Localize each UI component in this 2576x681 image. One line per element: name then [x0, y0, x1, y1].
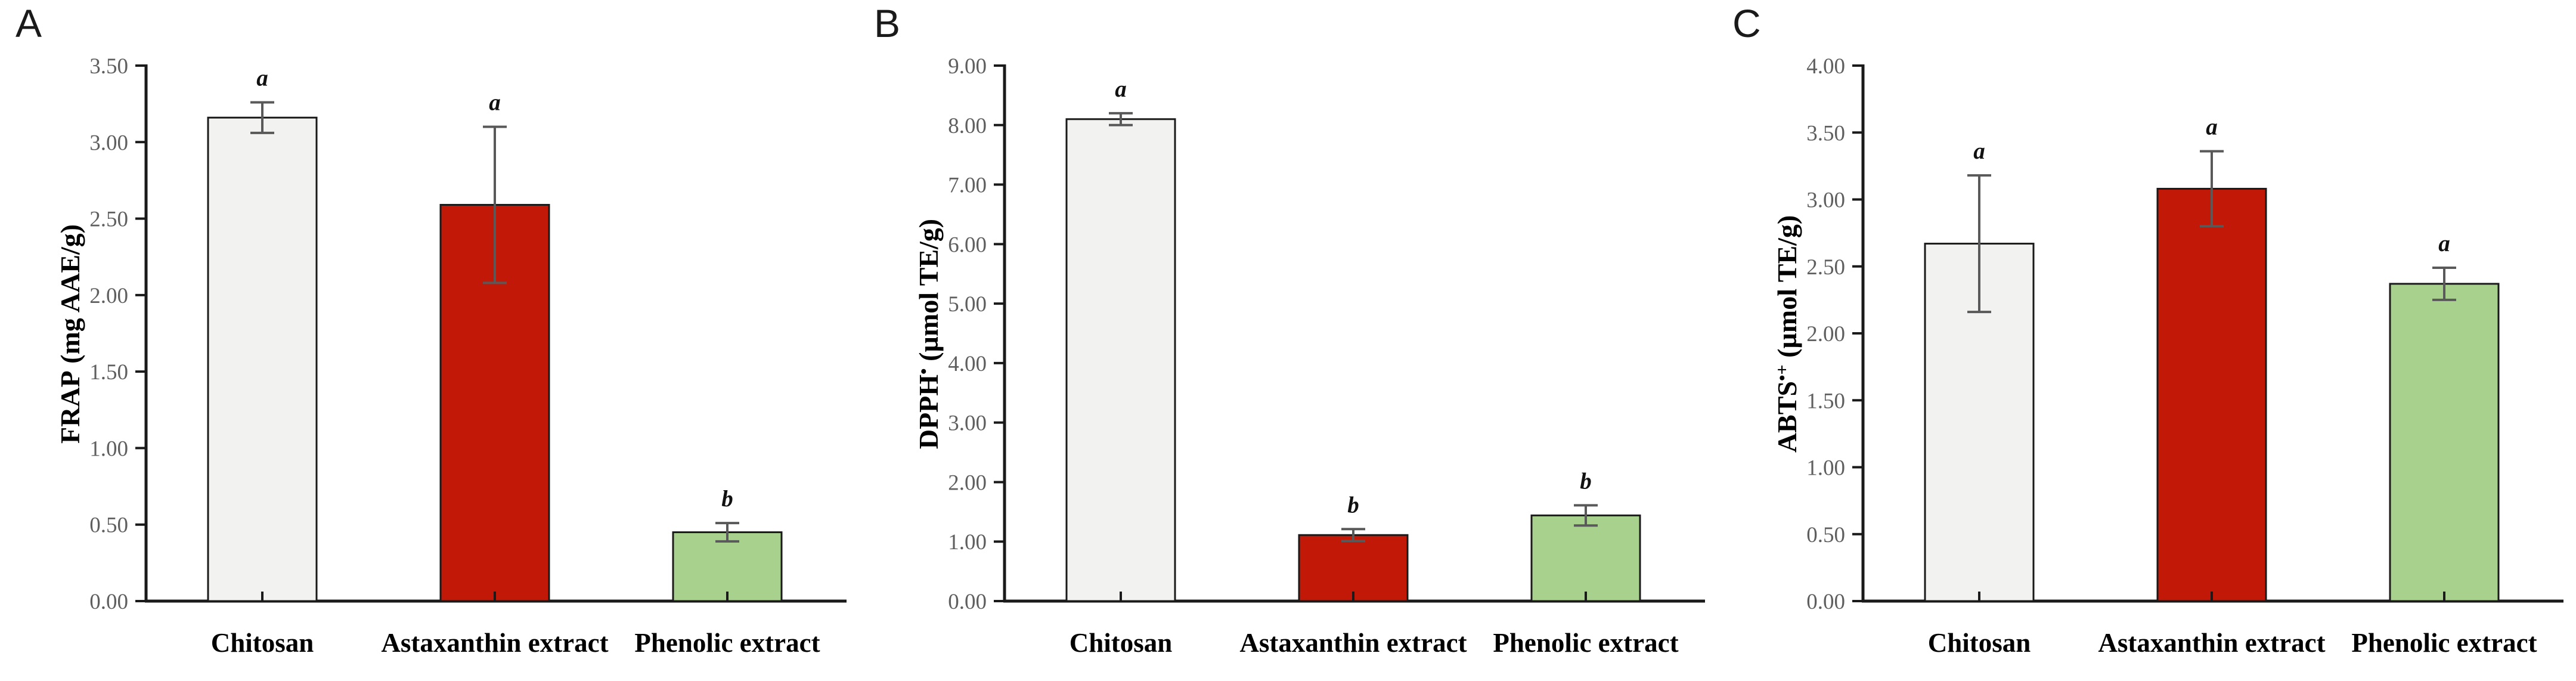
bar-plot: 0.00 0.50 1.00 1.50 2.00 2.50 3.00 3.50 4.00 a a a: [1806, 54, 2563, 614]
y-tick-label: 2.00: [89, 284, 128, 308]
y-tick-label: 1.50: [89, 360, 128, 385]
bar: [2156, 188, 2267, 602]
significance-letter: a: [2438, 231, 2450, 256]
chart-panel-dpph: B DPPH• (µmol TE/g) 0.00 1.00 2.00 3.00 4.00…: [858, 0, 1717, 681]
panel-letter: C: [1732, 1, 1761, 45]
y-tick-label: 9.00: [948, 54, 987, 79]
significance-letter: b: [721, 486, 733, 512]
significance-letter: b: [1580, 468, 1592, 494]
category-label: Phenolic extract: [1493, 628, 1679, 658]
y-tick-label: 2.00: [948, 470, 987, 495]
bar: [672, 531, 783, 602]
bar: [2389, 283, 2500, 602]
significance-letter: a: [489, 90, 501, 116]
y-tick-label: 0.00: [1806, 590, 1845, 614]
bar-plot: 0.00 0.50 1.00 1.50 2.00 2.50 3.00 3.50 a a b: [89, 54, 847, 614]
chart-panel-abts: C ABTS•+ (µmol TE/g) 0.00 0.50 1.00 1.50 2.0…: [1717, 0, 2575, 681]
y-tick-label: 1.50: [1806, 389, 1845, 413]
y-tick-label: 1.00: [89, 437, 128, 461]
category-label: Chitosan: [1927, 628, 2031, 658]
category-label: Astaxanthin extract: [1239, 628, 1467, 658]
y-tick-label: 2.00: [1806, 322, 1845, 346]
category-label: Astaxanthin extract: [381, 628, 609, 658]
significance-letter: a: [1115, 76, 1127, 102]
y-tick-label: 7.00: [948, 174, 987, 198]
category-label: Phenolic extract: [2351, 628, 2537, 658]
y-tick-label: 4.00: [1806, 54, 1845, 79]
bar-plot: 0.00 1.00 2.00 3.00 4.00 5.00 6.00 7.00 8.00 9.00…: [948, 54, 1705, 614]
significance-letter: a: [2206, 114, 2218, 140]
panel-letter: B: [874, 1, 901, 45]
y-tick-label: 2.50: [1806, 255, 1845, 280]
category-label: Chitosan: [210, 628, 314, 658]
significance-letter: b: [1347, 492, 1359, 518]
y-tick-label: 1.00: [948, 530, 987, 555]
significance-letter: a: [256, 66, 268, 91]
y-tick-label: 0.50: [89, 513, 128, 538]
y-tick-label: 3.00: [1806, 188, 1845, 213]
significance-letter: a: [1973, 138, 1985, 164]
y-tick-label: 3.50: [89, 54, 128, 79]
y-tick-label: 2.50: [89, 208, 128, 232]
chart-panel-frap: A FRAP (mg AAE/g) 0.00 0.50 1.00 1.50 2.00 2.…: [0, 0, 858, 681]
bar: [1065, 118, 1176, 602]
y-tick-label: 3.00: [89, 131, 128, 155]
y-tick-label: 5.00: [948, 292, 987, 317]
category-label: Phenolic extract: [634, 628, 820, 658]
y-tick-label: 0.50: [1806, 523, 1845, 547]
category-label: Astaxanthin extract: [2098, 628, 2326, 658]
bar: [1530, 514, 1641, 602]
bar: [1298, 534, 1409, 602]
y-tick-label: 4.00: [948, 352, 987, 376]
y-tick-label: 3.00: [948, 411, 987, 436]
y-tick-label: 8.00: [948, 114, 987, 138]
y-tick-label: 6.00: [948, 233, 987, 257]
y-tick-label: 3.50: [1806, 121, 1845, 146]
bar: [207, 116, 318, 602]
category-label: Chitosan: [1069, 628, 1173, 658]
y-tick-label: 0.00: [89, 590, 128, 614]
y-tick-label: 0.00: [948, 590, 987, 614]
y-tick-label: 1.00: [1806, 456, 1845, 481]
panel-letter: A: [16, 1, 42, 45]
